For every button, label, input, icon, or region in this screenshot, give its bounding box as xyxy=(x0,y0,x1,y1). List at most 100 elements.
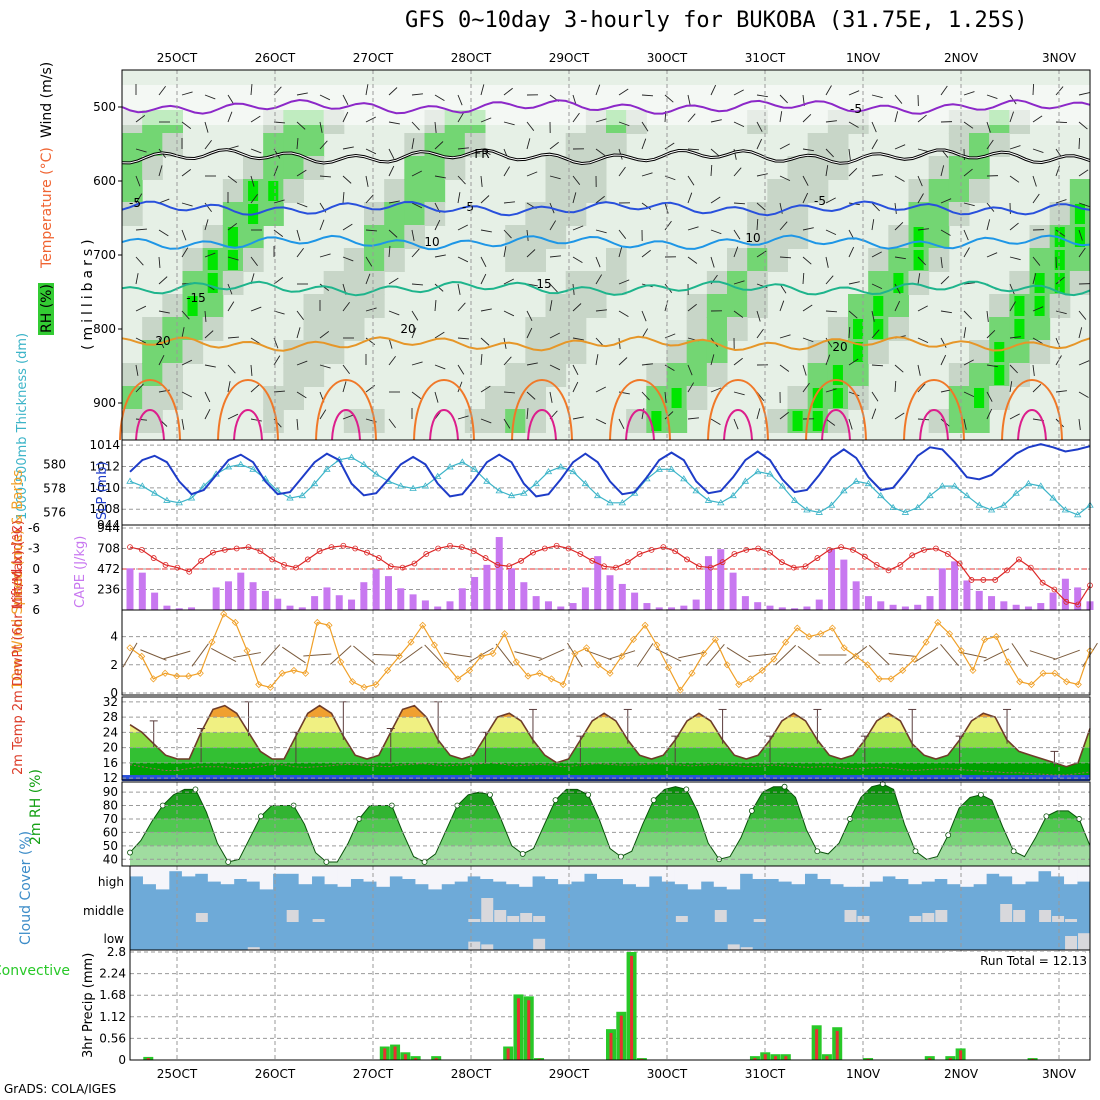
thickness-point xyxy=(150,489,159,496)
wind-barb xyxy=(595,418,607,425)
lifted-index-point xyxy=(352,545,359,552)
rh-cell-high xyxy=(1034,273,1045,293)
lifted-index-point xyxy=(589,557,596,564)
rh-point xyxy=(748,807,755,814)
wind-barb xyxy=(365,256,373,267)
rh-cell xyxy=(263,133,284,157)
wind-barb xyxy=(549,220,557,231)
rh-cell xyxy=(969,156,990,180)
thickness-point xyxy=(507,491,516,499)
wind-barb xyxy=(825,354,831,366)
wind-barb xyxy=(342,146,354,150)
cloud-clear-cell xyxy=(168,866,183,872)
precip-convective-bar xyxy=(948,1058,952,1060)
wind-barb xyxy=(480,354,483,366)
rh-cell xyxy=(525,363,546,387)
thickness-point xyxy=(913,503,922,511)
barb-10m xyxy=(1053,649,1080,661)
cape-top-label: 944 xyxy=(97,518,120,532)
wind-barb xyxy=(710,84,717,96)
wind-barb xyxy=(1009,111,1015,123)
date-tick-label: 1NOV xyxy=(846,1067,881,1081)
cloud-cell xyxy=(481,944,494,950)
thickness-point xyxy=(766,470,774,477)
isotherm-loop-hot xyxy=(331,409,361,441)
thickness-point xyxy=(938,482,947,489)
wind-barb xyxy=(687,303,697,312)
barb-10m xyxy=(353,645,376,665)
wind-barb xyxy=(158,354,165,366)
cloud-clear-cell xyxy=(272,866,287,874)
precip-convective-bar xyxy=(753,1058,757,1060)
rh-point xyxy=(487,791,493,798)
temperature-bands xyxy=(130,705,1090,779)
rh-cell xyxy=(545,294,567,318)
cloud-cell xyxy=(247,947,260,950)
wind-barb xyxy=(779,175,791,182)
wind-barb xyxy=(411,283,423,286)
cloud-clear-cell xyxy=(1025,866,1039,882)
cloud-cell xyxy=(507,916,520,922)
isotherm-loop-hot xyxy=(919,409,949,441)
wind-barb xyxy=(503,418,511,429)
upper-air-ylabel: RH (%) Temperature (°C) Wind (m/s) (mill… xyxy=(38,62,96,350)
wind-speed-point xyxy=(981,635,989,643)
rh-cell xyxy=(142,340,163,364)
wind-barb xyxy=(480,117,492,123)
rh-cell xyxy=(606,271,627,295)
wind-barb xyxy=(1055,390,1067,393)
rh-cell xyxy=(323,317,345,341)
wind-barb xyxy=(618,279,630,285)
thickness-point xyxy=(310,479,319,487)
wind-speed-point xyxy=(735,680,743,689)
wind-speed-point xyxy=(524,672,532,680)
pressure-tick-label: 900 xyxy=(93,396,116,410)
wind-barb xyxy=(250,418,262,422)
date-tick-label: 1NOV xyxy=(846,51,881,65)
isotherm-label: FR xyxy=(474,147,489,161)
rh-cell-high xyxy=(227,227,238,247)
rh-cell-high xyxy=(1014,296,1025,316)
barb-10m xyxy=(495,643,514,667)
wind-barb xyxy=(756,202,766,211)
wind-barb xyxy=(480,308,492,312)
wind-barb xyxy=(871,174,883,177)
cloud-clear-cell xyxy=(324,866,338,885)
rh-point xyxy=(650,797,657,804)
wind-barb xyxy=(1078,169,1089,177)
ylabel-temperature: Temperature (°C) xyxy=(39,147,55,269)
thickness-point xyxy=(237,460,245,467)
cape-bar xyxy=(212,587,220,610)
cloud-clear-cell xyxy=(285,866,300,874)
wind-barb xyxy=(802,148,814,152)
thickness-point xyxy=(1012,489,1020,496)
cloud-clear-cell xyxy=(233,866,248,879)
wind-barb xyxy=(549,332,561,339)
rh-cell xyxy=(727,317,748,341)
wind-barb xyxy=(227,256,239,261)
rh-point xyxy=(1010,848,1017,855)
wind-barb xyxy=(457,381,463,393)
wind-barb xyxy=(825,85,832,96)
lifted-index-point xyxy=(1063,598,1070,605)
wind-barb xyxy=(480,84,485,96)
barb-10m xyxy=(468,647,494,663)
wind-barb xyxy=(1055,199,1067,204)
wind-barb xyxy=(457,337,469,340)
wind-barb xyxy=(227,336,239,339)
wind-speed-point xyxy=(641,621,649,629)
run-total-box xyxy=(945,952,1085,968)
wind-barb xyxy=(917,256,926,266)
rh-cell xyxy=(1049,202,1071,226)
rh-cell xyxy=(767,179,788,203)
wind-barb xyxy=(434,219,441,231)
wind-barb xyxy=(526,327,533,339)
cape-bar xyxy=(335,595,343,610)
dewpoint-line xyxy=(129,762,1091,776)
wind-tick-label: 2 xyxy=(110,658,118,672)
isotherm-line-inner xyxy=(121,149,1091,165)
rh-cell xyxy=(283,363,304,387)
rh-cell xyxy=(767,202,788,226)
barb-10m xyxy=(705,643,725,667)
li-tick-label: 3 xyxy=(32,583,40,597)
